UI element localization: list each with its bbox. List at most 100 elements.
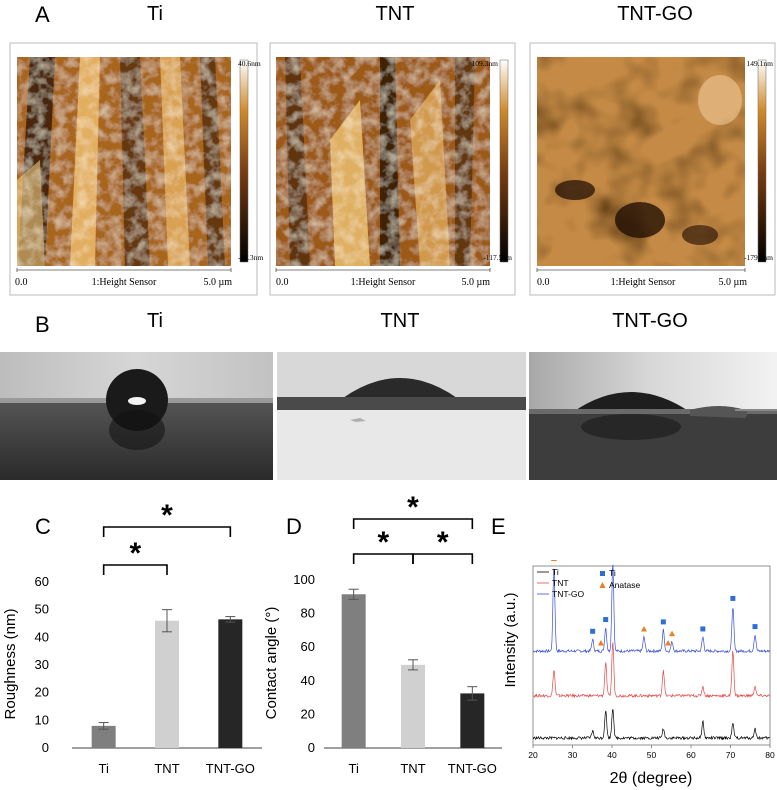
colorbar-tntgo [757, 59, 767, 263]
xtick-label: 70 [726, 750, 736, 760]
significance-star: * [437, 526, 449, 559]
panel-b-letter: B [35, 312, 50, 337]
colorbar-tnt [499, 59, 509, 263]
chart-e-xlabel: 2θ (degree) [610, 770, 693, 787]
ytick-label: 0 [308, 740, 315, 755]
drop-photo-ti [0, 352, 273, 480]
category-label: TNT [400, 761, 425, 776]
scale-max-ti: 40.6nm [238, 59, 261, 68]
marker-anatase [640, 625, 647, 632]
chart-c-ylabel: Roughness (nm) [2, 609, 19, 720]
afm-image-tntgo [537, 57, 745, 266]
sensor-ti: 1:Height Sensor [92, 277, 157, 288]
legend-label: TNT-GO [552, 589, 584, 599]
ytick-label: 40 [301, 673, 315, 688]
afm-panel: 40.6nm -43.3nm 0.0 1:Height Sensor 5.0 µ… [9, 42, 776, 296]
xrd-line-tnt-go [532, 564, 770, 654]
drop-title-ti: Ti [147, 310, 163, 332]
bar-tnt-go [460, 693, 485, 748]
category-label: Ti [98, 761, 108, 776]
category-label: TNT-GO [448, 761, 497, 776]
legend-marker-label: Ti [609, 568, 616, 578]
category-label: TNT-GO [206, 761, 255, 776]
xstart-ti: 0.0 [15, 277, 28, 288]
legend-label: Ti [552, 567, 559, 577]
xstart-tntgo: 0.0 [537, 277, 550, 288]
marker-anatase [550, 560, 557, 561]
ytick-label: 30 [35, 657, 49, 672]
drop-photo-tntgo [529, 352, 777, 480]
marker-anatase [669, 630, 676, 637]
marker-anatase [665, 640, 672, 646]
drop-title-tnt: TNT [380, 310, 420, 332]
ytick-label: 20 [301, 706, 315, 721]
ytick-label: 60 [301, 639, 315, 654]
legend-marker-anatase [599, 582, 606, 588]
afm-image-ti [17, 57, 231, 266]
ytick-label: 10 [35, 712, 49, 727]
xend-tntgo: 5.0 µm [718, 277, 747, 288]
marker-ti [660, 619, 666, 625]
scale-max-tnt: 109.3nm [472, 59, 499, 68]
legend-marker-ti [600, 571, 605, 576]
ytick-label: 0 [42, 740, 49, 755]
afm-title-ti: Ti [147, 3, 163, 25]
panel-d-letter: D [286, 514, 302, 539]
xtick-label: 60 [686, 750, 696, 760]
marker-ti [603, 617, 609, 623]
bar-tnt-go [218, 619, 243, 748]
ytick-label: 60 [35, 574, 49, 589]
bar-tnt [155, 620, 179, 748]
bar-ti [341, 594, 366, 748]
colorbar-ti [239, 59, 249, 263]
chart-d-ylabel: Contact angle (°) [263, 607, 280, 720]
marker-anatase [597, 640, 604, 646]
afm-title-tntgo: TNT-GO [617, 3, 693, 25]
xrd-line-ti [532, 709, 770, 741]
marker-ti [590, 628, 596, 634]
marker-ti [700, 626, 706, 632]
significance-bracket [352, 518, 474, 529]
xend-tnt: 5.0 µm [461, 277, 490, 288]
significance-star: * [129, 537, 141, 570]
contact-angle-chart: Contact angle (°) 0 20 40 60 80 100 Ti TNT TNT-G… [263, 495, 502, 776]
marker-ti [752, 624, 758, 630]
xtick-label: 50 [647, 750, 657, 760]
chart-e-ylabel: Intensity (a.u.) [502, 592, 519, 687]
sensor-tnt: 1:Height Sensor [351, 277, 416, 288]
category-label: Ti [348, 761, 358, 776]
category-label: TNT [154, 761, 179, 776]
panel-e-letter: E [491, 514, 506, 539]
scale-min-tntgo: -179.9nm [744, 253, 773, 262]
scale-min-tnt: -117.5nm [483, 253, 512, 262]
xrd-line-tnt [532, 642, 770, 699]
drop-photo-tnt [277, 352, 526, 480]
ytick-label: 100 [293, 572, 315, 587]
significance-bracket [102, 526, 232, 537]
ytick-label: 20 [35, 685, 49, 700]
scale-max-tntgo: 149.1nm [747, 59, 774, 68]
ytick-label: 80 [301, 606, 315, 621]
drop-title-tntgo: TNT-GO [612, 310, 688, 332]
xrd-chart: Intensity (a.u.) 2θ (degree) 20 30 40 50 60 7… [502, 560, 775, 787]
significance-star: * [161, 499, 173, 532]
roughness-chart: Roughness (nm) 0 10 20 30 40 50 60 Ti TNT TNT-GO *… [2, 499, 262, 776]
ytick-label: 50 [35, 602, 49, 617]
panel-c-letter: C [35, 514, 51, 539]
xend-ti: 5.0 µm [203, 277, 232, 288]
bar-ti [91, 725, 116, 748]
panel-a-letter: A [35, 2, 50, 27]
scale-min-ti: -43.3nm [238, 253, 263, 262]
afm-title-tnt: TNT [375, 3, 415, 25]
significance-star: * [377, 526, 389, 559]
significance-bracket [102, 564, 168, 575]
marker-ti [730, 595, 736, 601]
bar-tnt [401, 664, 425, 748]
xtick-label: 20 [528, 750, 538, 760]
xtick-label: 80 [765, 750, 775, 760]
xtick-label: 30 [568, 750, 578, 760]
significance-bracket [412, 553, 474, 564]
xtick-label: 40 [607, 750, 617, 760]
legend-label: TNT [552, 578, 569, 588]
ytick-label: 40 [35, 629, 49, 644]
